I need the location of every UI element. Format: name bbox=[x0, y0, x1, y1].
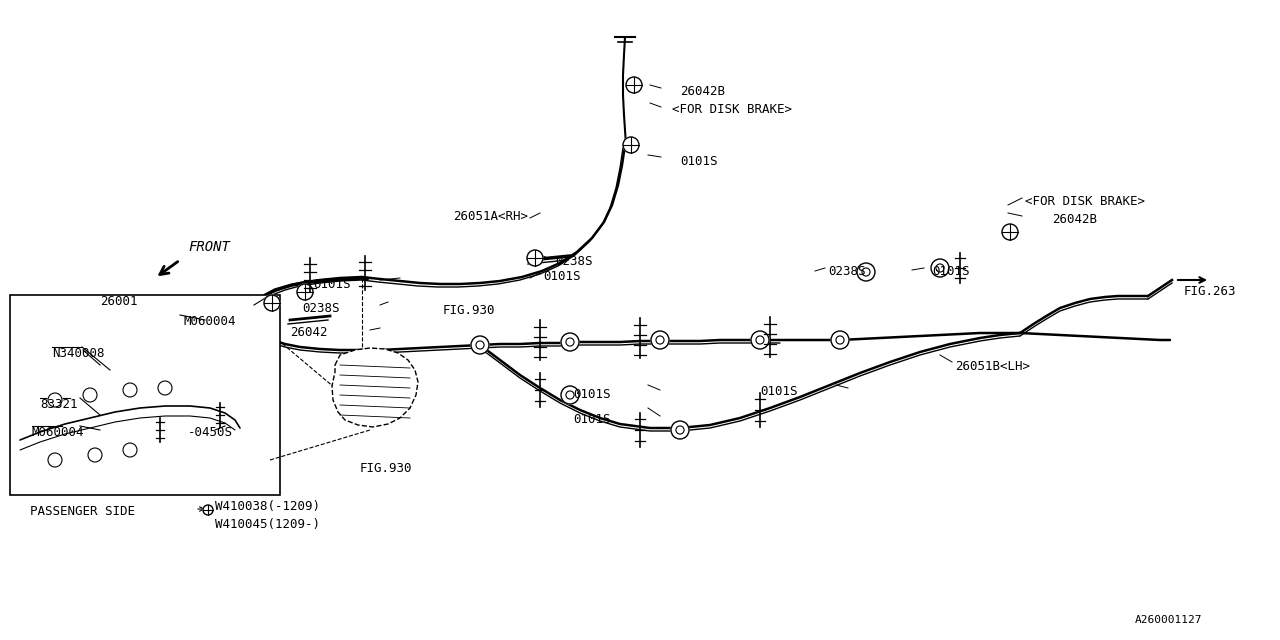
Circle shape bbox=[123, 383, 137, 397]
Circle shape bbox=[157, 381, 172, 395]
Circle shape bbox=[652, 331, 669, 349]
Circle shape bbox=[831, 331, 849, 349]
Circle shape bbox=[861, 268, 870, 276]
Circle shape bbox=[671, 421, 689, 439]
Circle shape bbox=[476, 341, 484, 349]
Text: FRONT: FRONT bbox=[188, 240, 230, 254]
Text: 26042B: 26042B bbox=[1052, 213, 1097, 226]
Text: A260001127: A260001127 bbox=[1135, 615, 1202, 625]
Text: 0238S: 0238S bbox=[828, 265, 865, 278]
Text: M060004: M060004 bbox=[32, 426, 84, 439]
Circle shape bbox=[297, 284, 314, 300]
Text: FIG.930: FIG.930 bbox=[360, 462, 412, 475]
Circle shape bbox=[566, 338, 573, 346]
Text: 83321: 83321 bbox=[40, 398, 78, 411]
Text: 0101S: 0101S bbox=[573, 388, 611, 401]
Circle shape bbox=[88, 448, 102, 462]
Text: W410045(1209-): W410045(1209-) bbox=[215, 518, 320, 531]
Text: 0101S: 0101S bbox=[680, 155, 718, 168]
Text: M060004: M060004 bbox=[183, 315, 236, 328]
Text: 26042B: 26042B bbox=[680, 85, 724, 98]
Text: FIG.930: FIG.930 bbox=[443, 304, 495, 317]
Circle shape bbox=[1002, 224, 1018, 240]
Circle shape bbox=[561, 386, 579, 404]
Bar bbox=[10, 295, 280, 495]
Circle shape bbox=[49, 453, 61, 467]
Text: 0101S: 0101S bbox=[573, 413, 611, 426]
Text: -0450S: -0450S bbox=[188, 426, 233, 439]
Circle shape bbox=[626, 77, 643, 93]
Text: 0101S: 0101S bbox=[543, 270, 581, 283]
Text: 26051A<RH>: 26051A<RH> bbox=[453, 210, 529, 223]
Text: 26051B<LH>: 26051B<LH> bbox=[955, 360, 1030, 373]
Circle shape bbox=[49, 393, 61, 407]
Text: <FOR DISK BRAKE>: <FOR DISK BRAKE> bbox=[672, 103, 792, 116]
Polygon shape bbox=[332, 348, 419, 427]
Circle shape bbox=[83, 388, 97, 402]
Circle shape bbox=[676, 426, 684, 434]
Circle shape bbox=[471, 336, 489, 354]
Circle shape bbox=[931, 259, 948, 277]
Circle shape bbox=[836, 336, 844, 344]
Text: 0101S: 0101S bbox=[314, 278, 351, 291]
Circle shape bbox=[623, 137, 639, 153]
Circle shape bbox=[527, 250, 543, 266]
Text: <FOR DISK BRAKE>: <FOR DISK BRAKE> bbox=[1025, 195, 1146, 208]
Text: PASSENGER SIDE: PASSENGER SIDE bbox=[29, 505, 134, 518]
Circle shape bbox=[655, 336, 664, 344]
Circle shape bbox=[566, 391, 573, 399]
Text: 0238S: 0238S bbox=[556, 255, 593, 268]
Text: 0238S: 0238S bbox=[302, 302, 339, 315]
Circle shape bbox=[858, 263, 876, 281]
Circle shape bbox=[756, 336, 764, 344]
Text: 26001: 26001 bbox=[100, 295, 137, 308]
Circle shape bbox=[123, 443, 137, 457]
Circle shape bbox=[936, 264, 945, 272]
Circle shape bbox=[751, 331, 769, 349]
Text: 0101S: 0101S bbox=[760, 385, 797, 398]
Text: 0101S: 0101S bbox=[932, 265, 969, 278]
Circle shape bbox=[264, 295, 280, 311]
Text: N340008: N340008 bbox=[52, 347, 105, 360]
Text: 26042: 26042 bbox=[291, 326, 328, 339]
Circle shape bbox=[204, 505, 212, 515]
Text: FIG.263: FIG.263 bbox=[1184, 285, 1236, 298]
Circle shape bbox=[561, 333, 579, 351]
Text: W410038(-1209): W410038(-1209) bbox=[215, 500, 320, 513]
